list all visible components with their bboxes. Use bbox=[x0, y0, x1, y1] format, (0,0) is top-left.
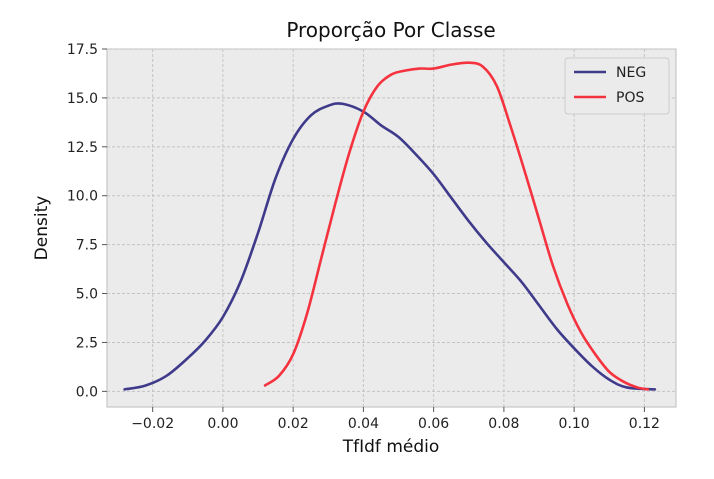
y-axis-ticks: 0.0 2.5 5.0 7.5 10.0 12.5 15.0 17.5 bbox=[67, 42, 107, 400]
x-tick-label: 0.10 bbox=[559, 416, 590, 432]
x-tick-label: 0.06 bbox=[418, 416, 449, 432]
x-tick-label: −0.02 bbox=[131, 416, 174, 432]
x-tick-label: 0.08 bbox=[488, 416, 519, 432]
legend: NEG POS bbox=[564, 57, 670, 115]
x-axis-label: TfIdf médio bbox=[342, 437, 440, 457]
y-tick-label: 5.0 bbox=[76, 287, 98, 303]
y-axis-label: Density bbox=[32, 196, 52, 261]
x-axis-ticks: −0.02 0.00 0.02 0.04 0.06 0.08 0.10 0.12 bbox=[131, 407, 660, 432]
y-tick-label: 10.0 bbox=[67, 189, 98, 205]
series-line-neg bbox=[123, 102, 657, 391]
y-tick-label: 17.5 bbox=[67, 42, 98, 58]
y-tick-label: 15.0 bbox=[67, 91, 98, 107]
y-tick-label: 0.0 bbox=[76, 384, 98, 400]
x-tick-label: 0.12 bbox=[629, 416, 660, 432]
chart-title: Proporção Por Classe bbox=[286, 18, 495, 42]
series-group bbox=[123, 61, 657, 391]
x-tick-label: 0.04 bbox=[348, 416, 379, 432]
y-tick-label: 12.5 bbox=[67, 140, 98, 156]
y-tick-label: 2.5 bbox=[76, 335, 98, 351]
y-tick-label: 7.5 bbox=[76, 238, 98, 254]
legend-label-neg: NEG bbox=[616, 65, 646, 81]
legend-label-pos: POS bbox=[616, 90, 644, 106]
x-tick-label: 0.02 bbox=[278, 416, 309, 432]
x-tick-label: 0.00 bbox=[207, 416, 238, 432]
series-line-pos bbox=[263, 61, 650, 391]
